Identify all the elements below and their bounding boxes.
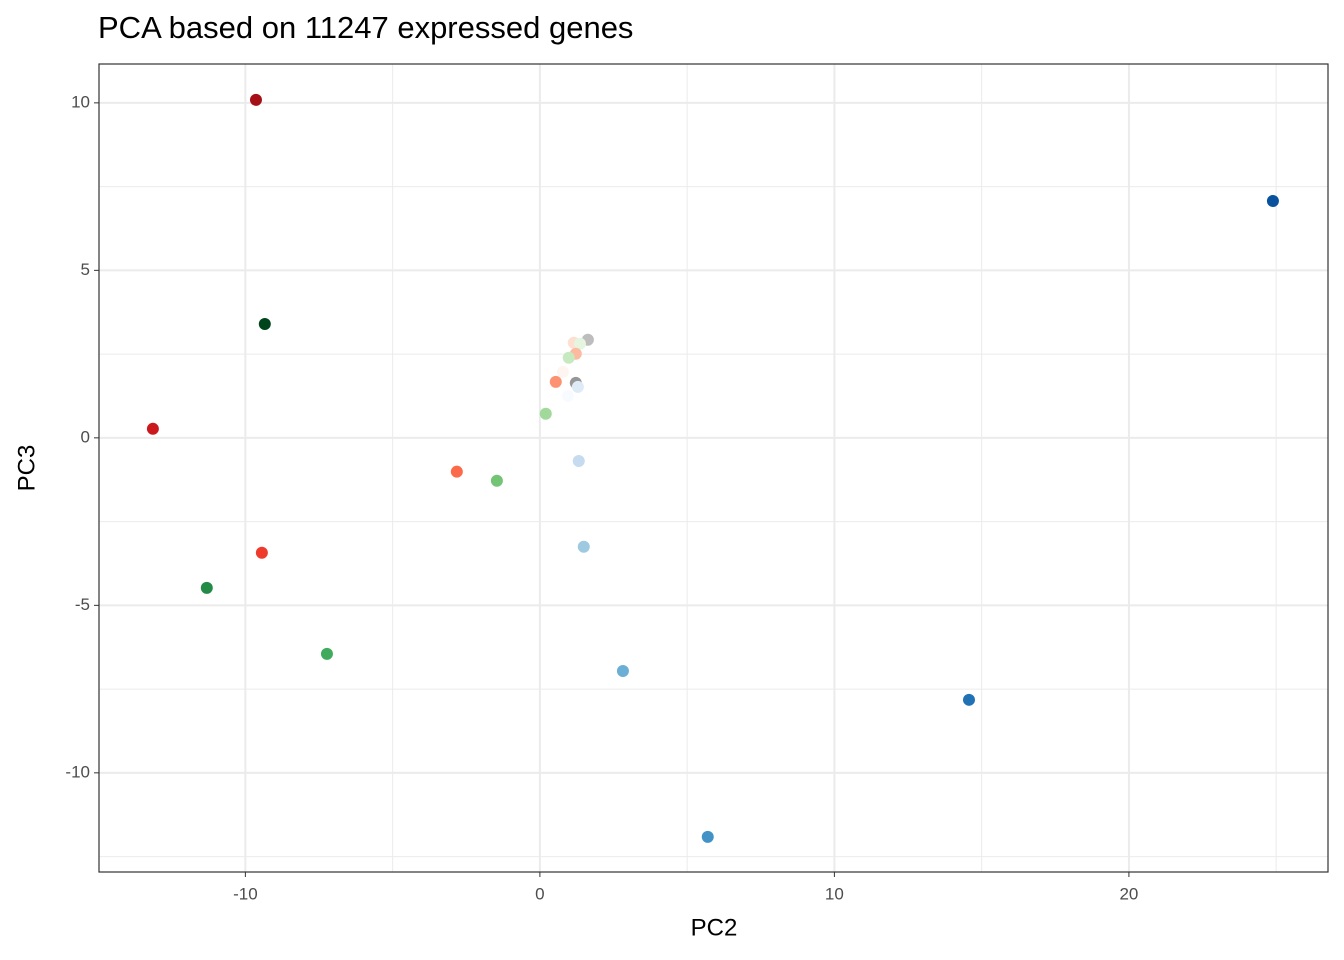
point [573,337,586,350]
point [320,647,333,660]
point [572,454,585,467]
point [1266,195,1279,208]
x-tick-label: -10 [233,884,258,903]
point [258,317,271,330]
point [549,375,562,388]
point [255,546,268,559]
point [561,389,574,402]
panel-border [98,63,1329,873]
y-tick-label: 10 [71,92,90,111]
point [701,830,714,843]
point [539,407,552,420]
x-tick-label: 0 [535,884,544,903]
point [249,93,262,106]
y-axis-label: PC3 [13,445,40,492]
point [616,665,629,678]
y-tick-label: -10 [65,762,90,781]
point [490,474,503,487]
y-tick-label: 0 [81,427,90,446]
point [571,380,584,393]
point [200,581,213,594]
y-tick-label: -5 [75,595,90,614]
chart-title: PCA based on 11247 expressed genes [98,10,633,45]
point [577,540,590,553]
y-tick-label: 5 [81,260,90,279]
point [962,693,975,706]
point [146,422,159,435]
x-tick-label: 10 [825,884,844,903]
point [562,351,575,364]
point [556,365,569,378]
x-axis-label: PC2 [691,914,738,941]
point [450,465,463,478]
x-tick-label: 20 [1119,884,1138,903]
